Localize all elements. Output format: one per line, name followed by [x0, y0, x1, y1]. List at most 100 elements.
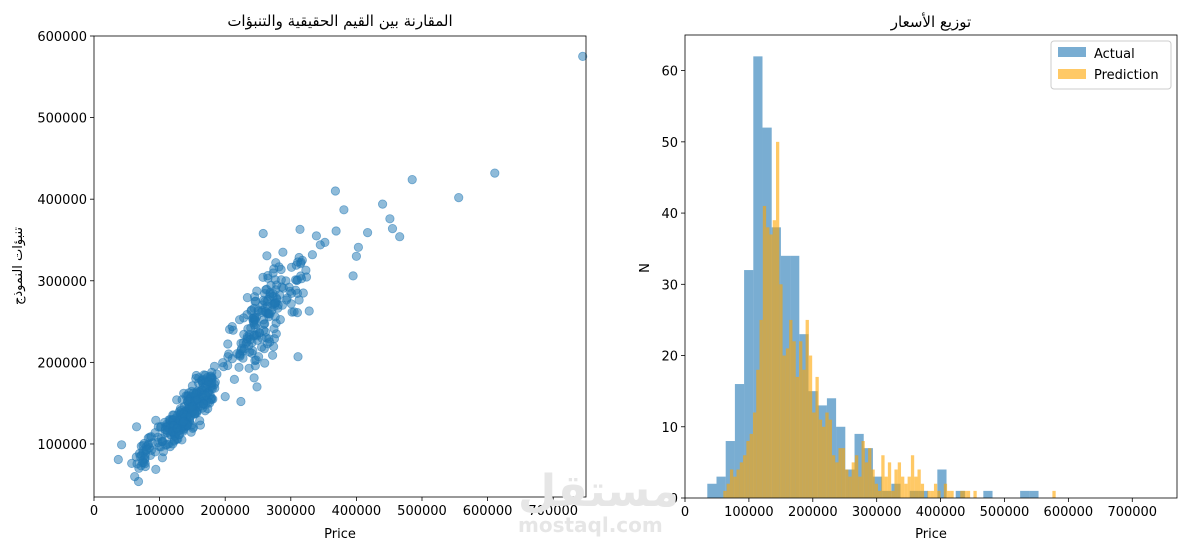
scatter-point [490, 168, 500, 178]
scatter-point [578, 51, 588, 62]
histogram-bar [901, 476, 905, 498]
x-tick-label: 400000 [916, 505, 966, 520]
histogram-y-ticks: 0 10 20 30 40 50 60 [661, 65, 685, 507]
scatter-point [244, 363, 254, 373]
scatter-point [151, 415, 161, 425]
x-tick-label: 200000 [200, 504, 250, 519]
scatter-point [295, 224, 305, 234]
histogram-bar [775, 141, 780, 498]
scatter-point [223, 360, 233, 371]
histogram-bar [812, 412, 816, 498]
scatter-point [265, 309, 275, 319]
histogram-bar [815, 376, 819, 498]
scatter-points [113, 51, 588, 487]
x-tick-label: 400000 [332, 504, 382, 519]
histogram-bar [744, 270, 754, 498]
histogram-bar [828, 419, 832, 498]
histogram-bar [854, 433, 864, 498]
histogram-bar [960, 490, 964, 498]
histogram-plot: توزيع الأسعار 0 100000 200000 300000 400000 5… [638, 12, 1178, 542]
scatter-point [257, 307, 267, 317]
histogram-title: توزيع الأسعار [890, 12, 971, 31]
histogram-bar [723, 490, 727, 498]
scatter-point [377, 199, 388, 209]
scatter-point [281, 276, 291, 286]
histogram-bar [795, 376, 800, 498]
histogram-bar [861, 441, 865, 498]
scatter-point [250, 292, 260, 302]
histogram-bar [736, 469, 740, 498]
y-tick-label: 30 [661, 278, 678, 293]
histogram-bar [894, 469, 898, 498]
histogram-bar [854, 455, 859, 498]
scatter-point [331, 226, 341, 236]
histogram-bar [749, 433, 753, 498]
scatter-point [177, 395, 187, 405]
histogram-bar [966, 490, 971, 498]
histogram-bar [792, 341, 796, 498]
scatter-point [286, 262, 297, 272]
watermark-latin: mostaql.com [518, 513, 663, 537]
scatter-point [113, 454, 123, 465]
histogram-bar [973, 490, 977, 498]
scatter-point [330, 186, 340, 196]
histogram-bar [782, 355, 786, 498]
scatter-point [249, 331, 259, 341]
scatter-point [362, 228, 373, 238]
x-tick-label: 600000 [1044, 505, 1094, 520]
x-tick-label: 0 [681, 505, 689, 520]
scatter-point [387, 224, 398, 234]
scatter-point [274, 262, 284, 272]
histogram-bar [917, 469, 921, 498]
histogram-bar [716, 476, 726, 498]
x-tick-label: 200000 [788, 505, 838, 520]
histogram-bar [897, 462, 902, 498]
histogram-axes-frame [684, 34, 1178, 499]
histogram-bar [746, 441, 750, 498]
scatter-point [234, 362, 244, 372]
scatter-point [248, 346, 258, 356]
histogram-bar [756, 369, 760, 498]
x-tick-label: 0 [90, 504, 98, 519]
scatter-point [174, 407, 184, 417]
histogram-bar [963, 490, 967, 498]
scatter-point [179, 416, 189, 426]
histogram-bar [753, 56, 763, 499]
histogram-bar [799, 341, 803, 498]
histogram-bar [802, 369, 806, 498]
scatter-point [198, 399, 209, 409]
histogram-bar [947, 490, 951, 498]
scatter-point [223, 339, 233, 349]
scatter-point [270, 275, 280, 285]
scatter-x-ticks: 0 100000 200000 300000 400000 500000 600000 700… [90, 497, 578, 519]
scatter-point [157, 453, 167, 463]
scatter-point [298, 288, 308, 298]
histogram-bar [943, 483, 948, 498]
histogram-bar [739, 462, 744, 498]
scatter-point [150, 428, 160, 438]
scatter-point [339, 205, 349, 215]
histogram-bar [881, 455, 885, 498]
histogram-bar [1020, 490, 1030, 498]
y-tick-label: 0 [670, 492, 678, 507]
scatter-point [132, 422, 142, 432]
scatter-point [267, 350, 278, 360]
histogram-bar [871, 469, 875, 498]
histogram-x-label: Price [915, 527, 947, 542]
histogram-bar [848, 476, 852, 498]
histogram-bar [858, 476, 862, 498]
y-tick-label: 300000 [37, 275, 87, 290]
scatter-y-label: تنبؤات النموذج [11, 227, 26, 305]
histogram-bar [779, 284, 783, 498]
histogram-bar [825, 412, 829, 498]
histogram-bar [808, 355, 813, 498]
histogram-bar [930, 490, 934, 498]
scatter-point [239, 313, 249, 323]
watermark-arabic: مستقل [518, 466, 679, 517]
histogram-bar [835, 462, 839, 498]
histogram-bar [907, 476, 911, 498]
y-tick-label: 400000 [37, 193, 87, 208]
scatter-point [249, 373, 259, 383]
y-tick-label: 50 [661, 136, 678, 151]
